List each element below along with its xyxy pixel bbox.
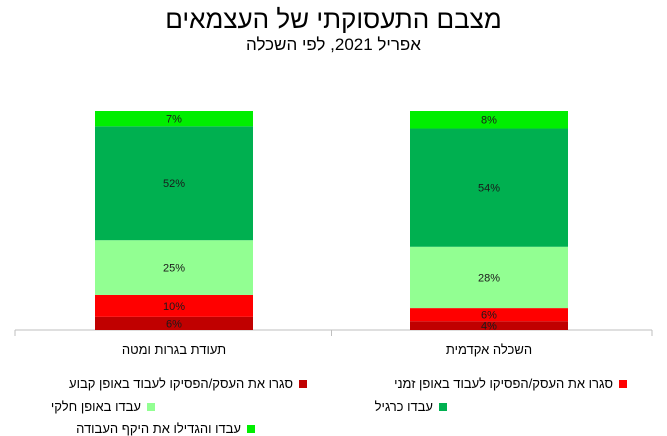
data-label: 6% xyxy=(166,318,182,330)
bar-segment xyxy=(410,246,568,309)
data-label: 4% xyxy=(481,321,497,333)
legend: סגרו את העסק/הפסיקו לעבוד באופן קבוע סגר… xyxy=(0,370,667,436)
legend-item-permanent-closure: סגרו את העסק/הפסיקו לעבוד באופן קבוע xyxy=(69,376,307,391)
category-label: תעודת בגרות ומטה xyxy=(122,342,226,357)
legend-swatch xyxy=(299,379,307,388)
legend-item-as-usual: עבדו כרגיל xyxy=(375,399,447,414)
chart-title: מצבם התעסוקתי של העצמאים xyxy=(165,4,502,34)
bar-segment xyxy=(95,316,253,330)
data-label: 10% xyxy=(163,301,185,313)
data-label: 7% xyxy=(166,114,182,126)
bar-segment xyxy=(410,321,568,330)
chart-subtitle: אפריל 2021, לפי השכלה xyxy=(246,35,421,54)
bar-segment xyxy=(95,126,253,241)
legend-item-part-time: עבדו באופן חלקי xyxy=(51,399,155,414)
legend-label: עבדו כרגיל xyxy=(374,399,433,414)
category-label: השכלה אקדמית xyxy=(446,342,532,357)
data-label: 25% xyxy=(163,262,185,274)
data-label: 28% xyxy=(478,272,500,284)
bar-segment xyxy=(95,294,253,317)
bar-segment xyxy=(410,111,568,129)
legend-item-temporary-closure: סגרו את העסק/הפסיקו לעבוד באופן זמני xyxy=(394,376,627,391)
stacked-bar-chart: 6%10%25%52%7%תעודת בגרות ומטה4%6%28%54%8… xyxy=(14,111,653,357)
data-label: 8% xyxy=(481,115,497,127)
legend-swatch xyxy=(439,402,447,411)
legend-item-increased: עבדו והגדילו את היקף העבודה xyxy=(76,421,255,436)
legend-label: עבדו באופן חלקי xyxy=(50,399,141,414)
legend-swatch xyxy=(147,402,155,411)
legend-swatch xyxy=(619,379,627,388)
data-label: 6% xyxy=(481,310,497,322)
data-label: 54% xyxy=(478,183,500,195)
legend-swatch xyxy=(247,424,255,433)
legend-label: סגרו את העסק/הפסיקו לעבוד באופן קבוע xyxy=(69,376,293,391)
legend-label: סגרו את העסק/הפסיקו לעבוד באופן זמני xyxy=(394,376,613,391)
bar-segment xyxy=(95,240,253,295)
bar-segment xyxy=(410,128,568,247)
data-label: 52% xyxy=(163,178,185,190)
bar-segment xyxy=(95,111,253,127)
legend-label: עבדו והגדילו את היקף העבודה xyxy=(76,421,241,436)
bar-segment xyxy=(410,308,568,322)
